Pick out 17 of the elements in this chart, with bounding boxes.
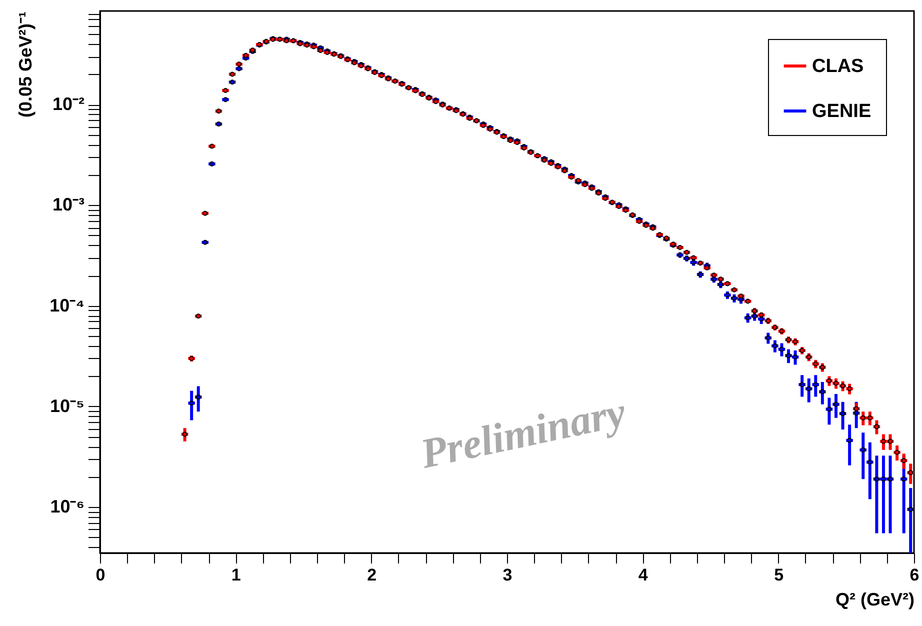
annotation: Preliminary (416, 390, 630, 478)
x-tick-label: 6 (910, 566, 920, 584)
legend-label: GENIE (812, 101, 872, 122)
y-tick-label: 10⁻⁶ (50, 496, 84, 517)
y-tick-label: 10⁻⁴ (50, 295, 84, 316)
y-axis-title: (0.05 GeV²)⁻¹ (16, 11, 36, 118)
x-tick-label: 3 (502, 566, 512, 584)
x-tick-label: 2 (367, 566, 377, 584)
x-tick-label: 0 (96, 566, 106, 584)
legend-label: CLAS (812, 56, 864, 77)
x-tick-label: 5 (774, 566, 784, 584)
x-axis-title: Q² (GeV²) (836, 590, 914, 610)
y-tick-label: 10⁻³ (52, 194, 85, 215)
y-tick-label: 10⁻⁵ (50, 396, 84, 416)
x-tick-label: 1 (231, 566, 241, 584)
y-tick-label: 10⁻² (52, 94, 85, 114)
x-tick-label: 4 (638, 566, 648, 584)
